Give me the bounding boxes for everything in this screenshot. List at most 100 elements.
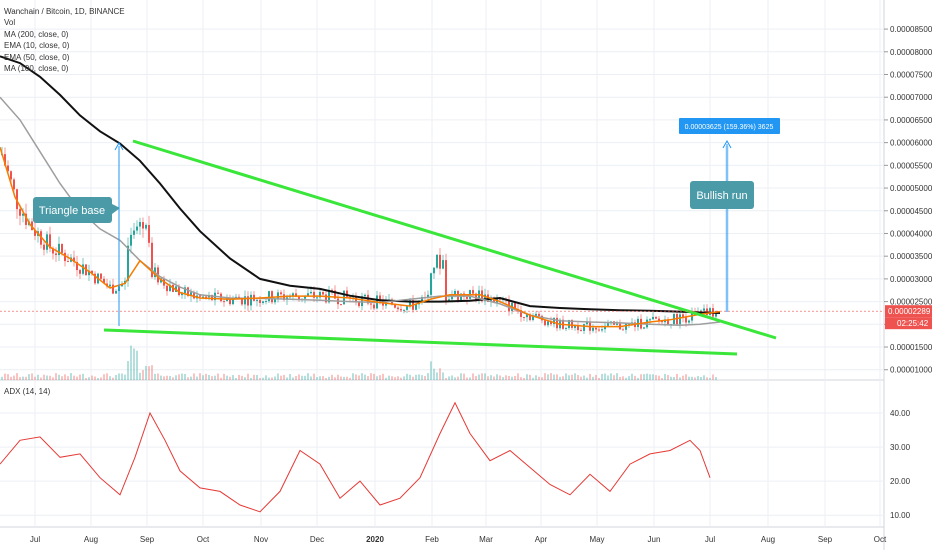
series-line-2 bbox=[0, 146, 721, 328]
candle-body bbox=[658, 318, 660, 321]
callout-triangle-base-text: Triangle base bbox=[39, 205, 105, 217]
candle-body bbox=[391, 299, 393, 305]
candle-body bbox=[19, 209, 21, 216]
volume-bar bbox=[676, 373, 678, 380]
volume-bar bbox=[634, 375, 636, 380]
candle-body bbox=[406, 305, 408, 310]
volume-bar bbox=[598, 377, 600, 380]
volume-bar bbox=[535, 375, 537, 380]
volume-bar bbox=[187, 377, 189, 380]
volume-bar bbox=[595, 374, 597, 380]
candle-body bbox=[247, 296, 249, 306]
candle-body bbox=[499, 298, 501, 300]
chart-legend: Wanchain / Bitcoin, 1D, BINANCE Vol MA (… bbox=[4, 6, 125, 74]
candle-body bbox=[43, 244, 45, 250]
candle-body bbox=[139, 222, 141, 227]
candle-body bbox=[73, 257, 75, 262]
volume-bar bbox=[256, 375, 258, 380]
volume-bar bbox=[313, 373, 315, 380]
price-tick-label-4: 0.00003000 bbox=[890, 275, 932, 284]
candle-body bbox=[364, 294, 366, 297]
candle-body bbox=[241, 299, 243, 305]
candle-body bbox=[82, 264, 84, 274]
volume-bar bbox=[550, 373, 552, 380]
current-price-tag bbox=[885, 305, 932, 318]
candle-body bbox=[223, 301, 225, 303]
candle-body bbox=[142, 222, 144, 229]
candle-body bbox=[244, 296, 246, 305]
volume-bar bbox=[505, 375, 507, 380]
candle-body bbox=[166, 285, 168, 292]
drawings[interactable]: 0.00003625 (159.36%) 3625 Triangle base Bu… bbox=[33, 118, 780, 356]
candle-body bbox=[331, 289, 333, 291]
candle-body bbox=[451, 295, 453, 300]
volume-bar bbox=[22, 376, 24, 380]
candle-body bbox=[709, 308, 711, 315]
volume-bar bbox=[472, 373, 474, 380]
price-tick-label-12: 0.00007000 bbox=[890, 93, 932, 102]
volume-bar bbox=[568, 375, 570, 380]
adx-axis[interactable]: 10.00 20.00 30.00 40.00 bbox=[890, 409, 911, 520]
volume-bar bbox=[514, 375, 516, 380]
volume-bar bbox=[685, 374, 687, 380]
candle-body bbox=[199, 295, 201, 297]
volume-bar bbox=[277, 373, 279, 380]
time-axis[interactable]: Jul Aug Sep Oct Nov Dec 2020 Feb Mar Apr May Jun Jul… bbox=[30, 535, 887, 544]
volume-bar bbox=[700, 377, 702, 380]
volume-bar bbox=[274, 376, 276, 380]
candle-body bbox=[445, 260, 447, 301]
candle-body bbox=[307, 293, 309, 296]
volume-bar bbox=[319, 376, 321, 380]
volume-bar bbox=[82, 373, 84, 380]
candle-body bbox=[13, 179, 15, 190]
price-tick-label-7: 0.00004500 bbox=[890, 207, 932, 216]
candle-body bbox=[550, 321, 552, 325]
candle-body bbox=[169, 284, 171, 292]
volume-bar bbox=[292, 377, 294, 380]
volume-bar bbox=[388, 375, 390, 380]
price-tick-label-8: 0.00005000 bbox=[890, 184, 932, 193]
volume-bar bbox=[619, 376, 621, 380]
candle-body bbox=[532, 315, 534, 321]
volume-bar bbox=[436, 372, 438, 380]
volume-bar bbox=[622, 376, 624, 380]
candle-body bbox=[79, 270, 81, 274]
volume-bar bbox=[637, 377, 639, 380]
volume-bar bbox=[412, 376, 414, 380]
volume-bar bbox=[4, 373, 6, 380]
volume-bar bbox=[1, 376, 3, 380]
current-price-label: 0.00002289 bbox=[888, 307, 931, 316]
volume-bar bbox=[226, 375, 228, 380]
adx-tick-label-2: 30.00 bbox=[890, 443, 911, 452]
volume-bar bbox=[463, 373, 465, 380]
volume-bar bbox=[466, 377, 468, 380]
candle-body bbox=[256, 299, 258, 301]
volume-bar bbox=[208, 374, 210, 380]
volume-bar bbox=[577, 374, 579, 380]
candle-body bbox=[148, 224, 150, 243]
run-measure-band bbox=[725, 146, 729, 312]
price-tick-label-6: 0.00004000 bbox=[890, 229, 932, 238]
volume-bar bbox=[418, 374, 420, 380]
volume-bar bbox=[655, 375, 657, 380]
candle-body bbox=[274, 299, 276, 303]
volume-bar bbox=[532, 377, 534, 380]
volume-bar bbox=[517, 373, 519, 380]
candle-body bbox=[652, 316, 654, 320]
legend-vol: Vol bbox=[4, 18, 16, 28]
volume-bar bbox=[46, 375, 48, 380]
volume-bar bbox=[496, 374, 498, 380]
price-axis[interactable]: 0.000010000.000015000.000020000.00002500… bbox=[0, 25, 932, 375]
candle-body bbox=[67, 261, 69, 263]
lower-trendline bbox=[103, 328, 738, 356]
volume-bar bbox=[679, 377, 681, 380]
volume-bar bbox=[118, 373, 120, 380]
volume-bar bbox=[397, 376, 399, 380]
volume-bar bbox=[175, 375, 177, 380]
adx-line bbox=[0, 401, 711, 513]
candle-body bbox=[268, 291, 270, 302]
candle-body bbox=[703, 308, 705, 311]
volume-bar bbox=[343, 376, 345, 380]
